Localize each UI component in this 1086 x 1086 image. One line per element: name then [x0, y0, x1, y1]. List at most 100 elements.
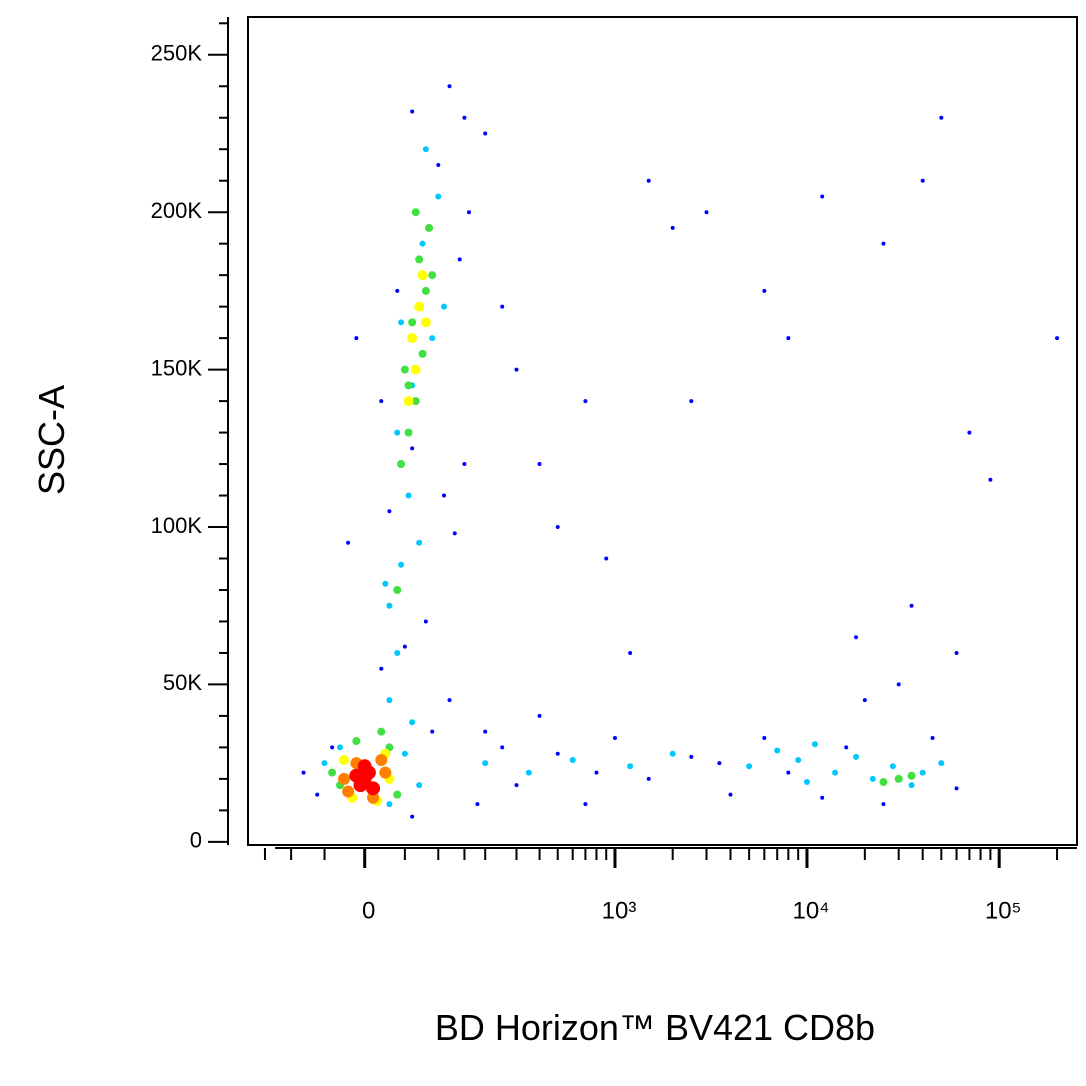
point — [321, 760, 328, 767]
point — [919, 769, 926, 776]
point — [457, 257, 462, 262]
point — [612, 735, 617, 740]
point — [896, 682, 901, 687]
point — [954, 650, 959, 655]
point — [395, 288, 400, 293]
point — [537, 713, 542, 718]
point — [762, 735, 767, 740]
point — [421, 286, 430, 295]
point — [746, 763, 753, 770]
y-tick-label: 200K — [151, 198, 203, 223]
point — [315, 792, 320, 797]
point — [583, 399, 588, 404]
point — [894, 774, 903, 783]
point — [398, 561, 405, 568]
point — [537, 462, 542, 467]
point — [379, 399, 384, 404]
point — [594, 770, 599, 775]
point — [402, 644, 407, 649]
point — [416, 782, 423, 789]
point — [342, 785, 355, 798]
x-tick-label: 10³ — [602, 897, 637, 924]
point — [338, 772, 351, 785]
point — [909, 603, 914, 608]
point — [386, 801, 393, 808]
point — [879, 778, 888, 787]
point — [908, 782, 915, 789]
point — [483, 131, 488, 136]
point — [337, 744, 344, 751]
point — [938, 760, 945, 767]
point — [853, 753, 860, 760]
point — [762, 288, 767, 293]
point — [482, 760, 489, 767]
point — [366, 781, 381, 796]
point — [417, 270, 428, 281]
point — [375, 753, 388, 766]
point — [422, 146, 429, 153]
point — [627, 763, 634, 770]
point — [525, 769, 532, 776]
point — [466, 210, 471, 215]
point — [628, 650, 633, 655]
point — [429, 335, 436, 342]
point — [328, 768, 337, 777]
point — [346, 540, 351, 545]
point — [441, 303, 448, 310]
point — [500, 304, 505, 309]
y-tick-label: 150K — [151, 355, 203, 380]
point — [954, 786, 959, 791]
point — [514, 367, 519, 372]
x-tick-label: 0 — [362, 897, 375, 924]
point — [669, 750, 676, 757]
point — [862, 698, 867, 703]
point — [301, 770, 306, 775]
point — [462, 115, 467, 120]
point — [689, 754, 694, 759]
x-tick-label: 10⁴ — [792, 897, 829, 924]
point — [786, 336, 791, 341]
point — [447, 84, 452, 89]
point — [786, 770, 791, 775]
point — [854, 635, 859, 640]
point — [795, 756, 802, 763]
point — [411, 397, 420, 406]
y-tick-label: 0 — [190, 828, 202, 853]
point — [452, 531, 457, 536]
point — [844, 745, 849, 750]
point — [820, 795, 825, 800]
point — [423, 619, 428, 624]
point — [907, 771, 916, 780]
point — [811, 741, 818, 748]
point — [354, 336, 359, 341]
point — [803, 779, 810, 786]
y-tick-label: 50K — [163, 670, 202, 695]
point — [430, 729, 435, 734]
point — [774, 747, 781, 754]
point — [418, 349, 427, 358]
point — [717, 761, 722, 766]
point — [410, 446, 415, 451]
y-axis-label: SSC-A — [31, 385, 72, 495]
point — [416, 539, 423, 546]
point — [447, 698, 452, 703]
point — [820, 194, 825, 199]
point — [569, 756, 576, 763]
point — [475, 802, 480, 807]
point — [689, 399, 694, 404]
point — [411, 208, 420, 217]
point — [386, 602, 393, 609]
point — [379, 666, 384, 671]
point — [400, 365, 409, 374]
point — [832, 769, 839, 776]
point — [408, 318, 417, 327]
point — [377, 727, 386, 736]
point — [357, 759, 372, 774]
y-tick-label: 100K — [151, 513, 203, 538]
point — [379, 766, 392, 779]
point — [397, 460, 406, 469]
point — [410, 109, 415, 114]
point — [728, 792, 733, 797]
